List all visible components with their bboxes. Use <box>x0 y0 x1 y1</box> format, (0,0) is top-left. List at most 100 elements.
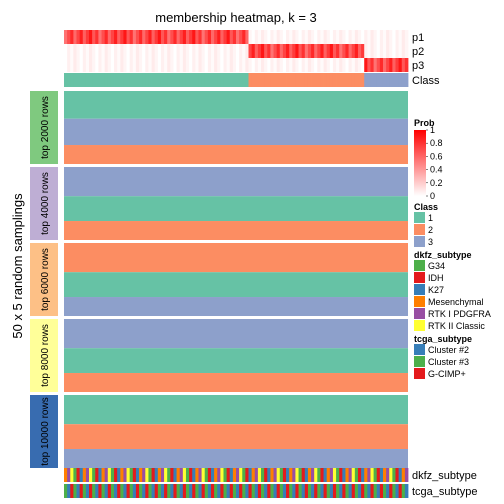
prob-cell <box>314 30 318 44</box>
prob-cell <box>279 44 284 58</box>
class-cell <box>329 73 334 87</box>
annotation-cell <box>326 468 331 482</box>
annotation-cell <box>286 484 290 498</box>
class-cell <box>139 73 143 87</box>
prob-cell <box>110 30 115 44</box>
annotation-cell <box>76 468 81 482</box>
class-cell <box>76 73 81 87</box>
class-cell <box>270 73 274 87</box>
prob-cell <box>85 30 90 44</box>
prob-cell <box>101 44 106 58</box>
annotation-cell <box>336 484 340 498</box>
class-cell <box>85 73 90 87</box>
prob-cell <box>289 44 293 58</box>
prob-cell <box>239 58 243 72</box>
annotation-cell <box>248 468 253 482</box>
prob-cell <box>214 30 218 44</box>
prob-cell <box>129 30 134 44</box>
group-block <box>64 319 408 349</box>
legend-item-label: G34 <box>428 261 445 271</box>
prob-cell <box>379 58 384 72</box>
class-cell <box>189 73 193 87</box>
annotation-cell <box>82 484 87 498</box>
prob-cell <box>345 30 349 44</box>
annotation-cell <box>76 484 81 498</box>
annotation-cell <box>351 484 356 498</box>
class-cell <box>182 73 187 87</box>
prob-cell <box>207 44 212 58</box>
class-cell <box>345 73 349 87</box>
prob-cell <box>182 44 187 58</box>
prob-cell <box>120 44 124 58</box>
prob-cell <box>70 58 74 72</box>
prob-cell <box>245 44 249 58</box>
prob-cell <box>242 44 246 58</box>
class-cell <box>135 73 140 87</box>
prob-cell <box>367 30 371 44</box>
prob-cell <box>223 30 228 44</box>
prob-cell <box>185 30 190 44</box>
class-cell <box>326 73 331 87</box>
prob-cell <box>254 44 259 58</box>
prob-cell <box>361 58 365 72</box>
prob-cell <box>295 30 299 44</box>
prob-cell <box>70 44 74 58</box>
annotation-cell <box>332 484 337 498</box>
annotation-cell <box>323 468 328 482</box>
prob-cell <box>307 30 312 44</box>
class-cell <box>311 73 315 87</box>
prob-cell <box>239 30 243 44</box>
legend-item-label: 2 <box>428 225 433 235</box>
annotation-cell <box>70 484 74 498</box>
annotation-cell <box>201 468 206 482</box>
prob-cell <box>373 30 378 44</box>
annotation-cell <box>217 468 221 482</box>
prob-cell <box>232 44 237 58</box>
prob-cell <box>276 58 281 72</box>
legend-item-label: Cluster #3 <box>428 357 469 367</box>
annotation-cell <box>342 468 346 482</box>
prob-cell <box>257 58 262 72</box>
class-cell <box>198 73 202 87</box>
class-cell <box>64 73 68 87</box>
prob-cell <box>201 44 206 58</box>
prob-cell <box>154 58 159 72</box>
annotation-cell <box>270 484 274 498</box>
annotation-cell <box>364 484 368 498</box>
prob-cell <box>70 30 74 44</box>
annotation-cell <box>232 468 237 482</box>
prob-cell <box>210 30 215 44</box>
prob-cell <box>107 58 112 72</box>
legend-swatch <box>414 272 425 283</box>
annotation-cell <box>348 484 353 498</box>
prob-cell <box>182 30 187 44</box>
annotation-cell <box>317 468 321 482</box>
group-label: top 10000 rows <box>40 397 51 465</box>
annotation-cell <box>276 468 281 482</box>
prob-cell <box>264 30 268 44</box>
class-cell <box>317 73 321 87</box>
annotation-cell <box>392 468 396 482</box>
annotation-cell <box>298 468 303 482</box>
prob-cell <box>289 30 293 44</box>
prob-cell <box>92 44 96 58</box>
annotation-cell <box>95 484 99 498</box>
class-cell <box>89 73 93 87</box>
annotation-cell <box>92 484 96 498</box>
prob-cell <box>89 44 93 58</box>
annotation-cell <box>404 468 409 482</box>
class-cell <box>107 73 112 87</box>
prob-cell <box>198 30 202 44</box>
prob-cell <box>89 30 93 44</box>
annotation-cell <box>245 468 249 482</box>
legend-title: Class <box>414 202 438 212</box>
annotation-cell <box>323 484 328 498</box>
annotation-cell <box>217 484 221 498</box>
annotation-cell <box>254 484 259 498</box>
annotation-cell <box>254 468 259 482</box>
annotation-cell <box>145 484 149 498</box>
legend-swatch <box>414 224 425 235</box>
annotation-cell <box>401 468 406 482</box>
prob-cell <box>286 30 290 44</box>
prob-tick-label: 0.2 <box>430 178 443 188</box>
